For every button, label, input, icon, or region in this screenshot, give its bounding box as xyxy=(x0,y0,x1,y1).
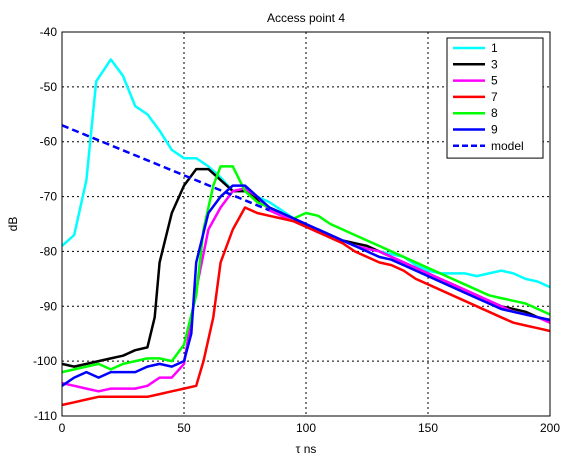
legend-label-5: 5 xyxy=(491,74,498,88)
y-axis-label: dB xyxy=(6,217,20,232)
legend-label-model: model xyxy=(491,139,524,153)
series-line-9 xyxy=(61,184,551,387)
x-axis-label: τ ns xyxy=(296,442,317,456)
y-tick-label: -50 xyxy=(40,80,58,94)
legend-label-7: 7 xyxy=(491,90,498,104)
legend-label-8: 8 xyxy=(491,106,498,120)
axis-ticks: 0 50 100 150 200 -40 -50 -60 -70 -80 -90 -100 -110 xyxy=(33,25,560,435)
series-layer xyxy=(61,58,551,407)
series-line-8 xyxy=(61,165,551,374)
legend: 1 3 5 7 8 9 model xyxy=(446,37,544,159)
y-tick-label: -40 xyxy=(40,25,58,39)
y-tick-label: -70 xyxy=(40,190,58,204)
x-tick-label: 100 xyxy=(296,421,316,435)
y-tick-label: -110 xyxy=(34,409,57,423)
plot-frame xyxy=(61,31,551,417)
x-tick-label: 150 xyxy=(418,421,438,435)
series-line-model xyxy=(61,124,270,212)
legend-label-3: 3 xyxy=(491,57,498,71)
y-tick-label: -100 xyxy=(33,354,57,368)
legend-label-1: 1 xyxy=(491,41,498,55)
x-tick-label: 200 xyxy=(540,421,560,435)
y-tick-label: -90 xyxy=(40,299,58,313)
chart-title: Access point 4 xyxy=(267,11,345,25)
x-tick-label: 0 xyxy=(59,421,66,435)
y-tick-label: -60 xyxy=(40,135,58,149)
y-tick-label: -80 xyxy=(40,244,58,258)
legend-label-9: 9 xyxy=(491,123,498,137)
series-line-7 xyxy=(61,206,551,407)
x-tick-label: 50 xyxy=(177,421,191,435)
